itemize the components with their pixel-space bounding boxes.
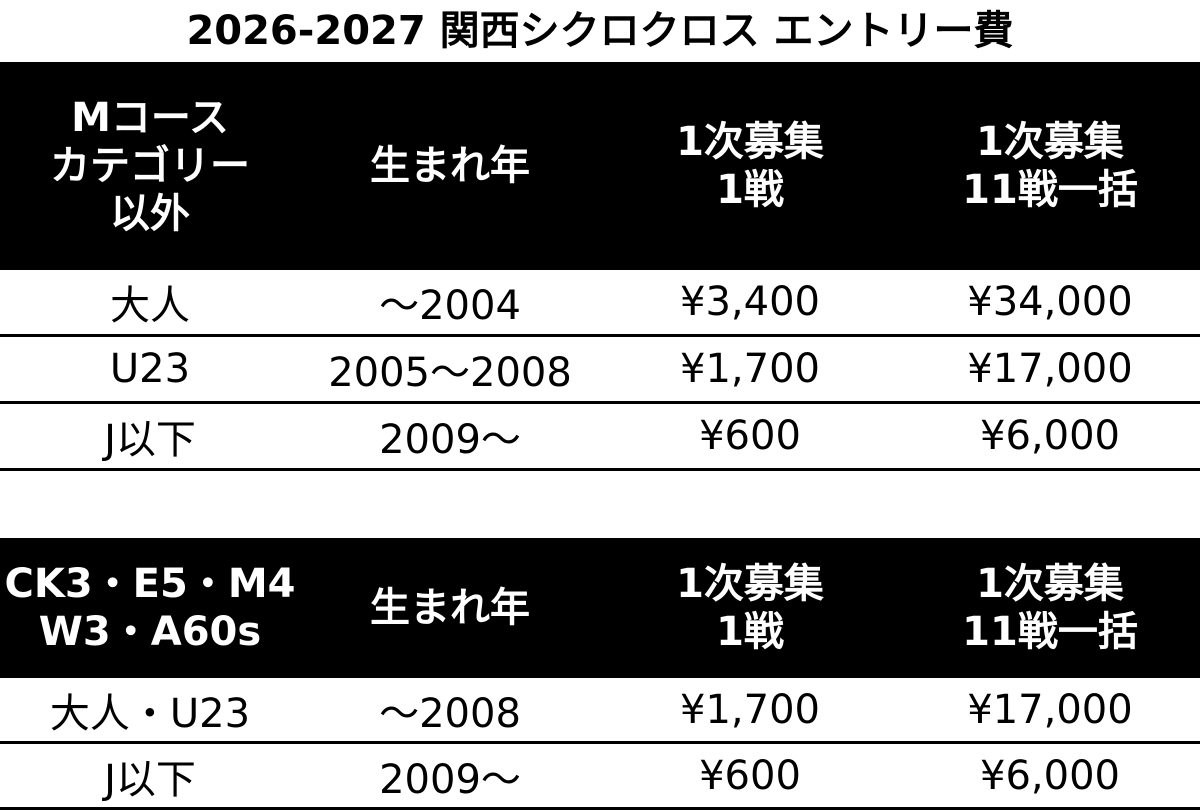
header-cell: 1次募集 11戦一括: [900, 62, 1200, 270]
header-line: W3・A60s: [38, 609, 262, 655]
table-header: Mコース カテゴリー 以外 生まれ年 1次募集 1戦 1次募集 11戦一括: [0, 62, 1200, 270]
header-line: 1戦: [716, 609, 784, 655]
header-line: 以外: [110, 191, 190, 237]
header-cell: 生まれ年: [300, 538, 600, 678]
header-cell: 生まれ年: [300, 62, 600, 270]
fee-table: Mコース カテゴリー 以外 生まれ年 1次募集 1戦 1次募集 11戦一括 大人 ～2004 ¥3,…: [0, 62, 1200, 471]
table-cell: 2009～: [379, 417, 521, 463]
table-row: J以下 2009～ ¥600 ¥6,000: [0, 744, 1200, 810]
table-cell: ¥17,000: [967, 346, 1133, 392]
table-cell: ¥34,000: [967, 279, 1133, 325]
table-cell: ¥600: [699, 752, 801, 799]
header-line: 生まれ年: [370, 143, 530, 189]
header-line: 1次募集: [676, 561, 824, 607]
table-cell: U23: [109, 346, 191, 392]
table-cell: J以下: [104, 756, 196, 803]
header-line: 11戦一括: [962, 609, 1138, 655]
fee-table: CK3・E5・M4 W3・A60s 生まれ年 1次募集 1戦 1次募集 11戦一括 大人・U2…: [0, 538, 1200, 810]
header-cell: Mコース カテゴリー 以外: [0, 62, 300, 270]
table-cell: ¥1,700: [680, 686, 820, 733]
header-line: 生まれ年: [370, 585, 530, 631]
header-cell: 1次募集 1戦: [600, 62, 900, 270]
header-cell: 1次募集 11戦一括: [900, 538, 1200, 678]
header-line: 1次募集: [976, 561, 1124, 607]
table-cell: 大人・U23: [49, 690, 251, 737]
table-cell: ¥1,700: [680, 346, 820, 392]
header-line: CK3・E5・M4: [4, 561, 296, 607]
header-line: 1次募集: [976, 119, 1124, 165]
header-cell: CK3・E5・M4 W3・A60s: [0, 538, 300, 678]
table-row: 大人・U23 ～2008 ¥1,700 ¥17,000: [0, 678, 1200, 744]
table-cell: 2009～: [379, 756, 521, 803]
table-cell: J以下: [104, 417, 196, 463]
page-title: 2026-2027 関西シクロクロス エントリー費: [186, 8, 1014, 54]
table-cell: 大人: [110, 283, 190, 329]
table-row: J以下 2009～ ¥600 ¥6,000: [0, 404, 1200, 471]
table-row: 大人 ～2004 ¥3,400 ¥34,000: [0, 270, 1200, 337]
table-header: CK3・E5・M4 W3・A60s 生まれ年 1次募集 1戦 1次募集 11戦一括: [0, 538, 1200, 678]
header-line: 1次募集: [676, 119, 824, 165]
table-cell: ～2004: [379, 283, 521, 329]
table-row: U23 2005～2008 ¥1,700 ¥17,000: [0, 337, 1200, 404]
table-cell: ¥6,000: [980, 413, 1120, 459]
table-cell: ¥17,000: [967, 686, 1133, 733]
header-line: 1戦: [716, 167, 784, 213]
header-line: 11戦一括: [962, 167, 1138, 213]
table-cell: ¥600: [699, 413, 801, 459]
table-cell: ～2008: [379, 690, 521, 737]
header-cell: 1次募集 1戦: [600, 538, 900, 678]
table-cell: ¥6,000: [980, 752, 1120, 799]
table-cell: 2005～2008: [328, 350, 572, 396]
header-line: カテゴリー: [50, 143, 250, 189]
header-line: Mコース: [71, 95, 229, 141]
table-cell: ¥3,400: [680, 279, 820, 325]
